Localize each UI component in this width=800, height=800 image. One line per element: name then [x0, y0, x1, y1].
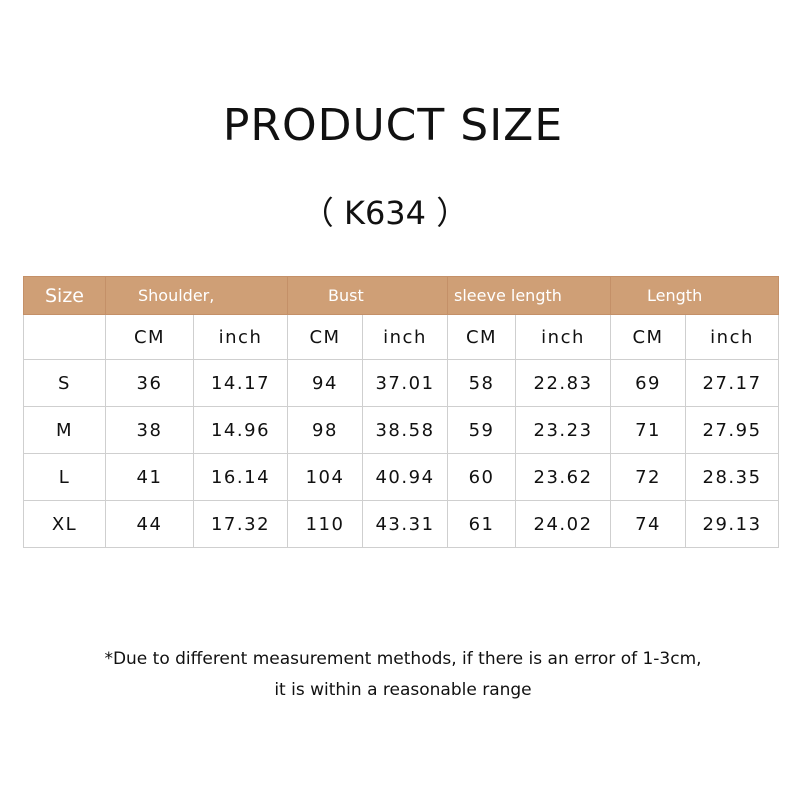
size-table: Size Shoulder, Bust sleeve length Length…	[23, 276, 780, 548]
value-cell: 14.96	[193, 406, 288, 454]
value-cell: 60	[447, 453, 517, 501]
unit: CM	[287, 314, 363, 360]
value-cell: 36	[105, 359, 194, 407]
value-cell: 27.95	[685, 406, 780, 454]
value-cell: 69	[610, 359, 687, 407]
size-cell: XL	[23, 500, 106, 548]
value-cell: 58	[447, 359, 517, 407]
table-row: L 41 16.14 104 40.94 60 23.62 72 28.35	[23, 453, 780, 501]
value-cell: 74	[610, 500, 687, 548]
value-cell: 23.62	[515, 453, 612, 501]
value-cell: 94	[287, 359, 363, 407]
value-cell: 59	[447, 406, 517, 454]
header-row: Size Shoulder, Bust sleeve length Length	[23, 276, 780, 315]
value-cell: 27.17	[685, 359, 780, 407]
value-cell: 14.17	[193, 359, 288, 407]
unit: inch	[515, 314, 612, 360]
value-cell: 37.01	[361, 359, 449, 407]
size-cell: M	[23, 406, 106, 454]
value-cell: 104	[287, 453, 363, 501]
value-cell: 29.13	[685, 500, 780, 548]
value-cell: 40.94	[361, 453, 449, 501]
value-cell: 16.14	[193, 453, 288, 501]
table-row: XL 44 17.32 110 43.31 61 24.02 74 29.13	[23, 500, 780, 548]
units-empty	[23, 314, 106, 360]
table-row: S 36 14.17 94 37.01 58 22.83 69 27.17	[23, 359, 780, 407]
unit: CM	[610, 314, 687, 360]
value-cell: 110	[287, 500, 363, 548]
header-length: Length	[610, 276, 780, 315]
unit: CM	[447, 314, 517, 360]
unit: inch	[361, 314, 449, 360]
table-row: M 38 14.96 98 38.58 59 23.23 71 27.95	[23, 406, 780, 454]
unit: inch	[193, 314, 288, 360]
page-title: PRODUCT SIZE	[222, 100, 564, 151]
product-code: （ K634 ）	[301, 194, 469, 232]
value-cell: 23.23	[515, 406, 612, 454]
value-cell: 98	[287, 406, 363, 454]
unit: CM	[105, 314, 194, 360]
value-cell: 43.31	[361, 500, 449, 548]
note-line-1: *Due to different measurement methods, i…	[104, 649, 702, 669]
value-cell: 72	[610, 453, 687, 501]
value-cell: 17.32	[193, 500, 288, 548]
units-row: CM inch CM inch CM inch CM inch	[23, 314, 780, 360]
value-cell: 41	[105, 453, 194, 501]
value-cell: 38	[105, 406, 194, 454]
size-cell: S	[23, 359, 106, 407]
header-shoulder: Shoulder,	[105, 276, 288, 315]
value-cell: 24.02	[515, 500, 612, 548]
value-cell: 71	[610, 406, 687, 454]
header-bust: Bust	[286, 276, 449, 315]
header-size: Size	[23, 276, 106, 315]
unit: inch	[685, 314, 780, 360]
value-cell: 28.35	[685, 453, 780, 501]
value-cell: 22.83	[515, 359, 612, 407]
value-cell: 44	[105, 500, 194, 548]
header-sleeve-length: sleeve length	[447, 276, 612, 315]
value-cell: 61	[447, 500, 517, 548]
note-line-2: it is within a reasonable range	[274, 680, 532, 700]
measurement-note: *Due to different measurement methods, i…	[0, 644, 800, 706]
value-cell: 38.58	[361, 406, 449, 454]
size-cell: L	[23, 453, 106, 501]
